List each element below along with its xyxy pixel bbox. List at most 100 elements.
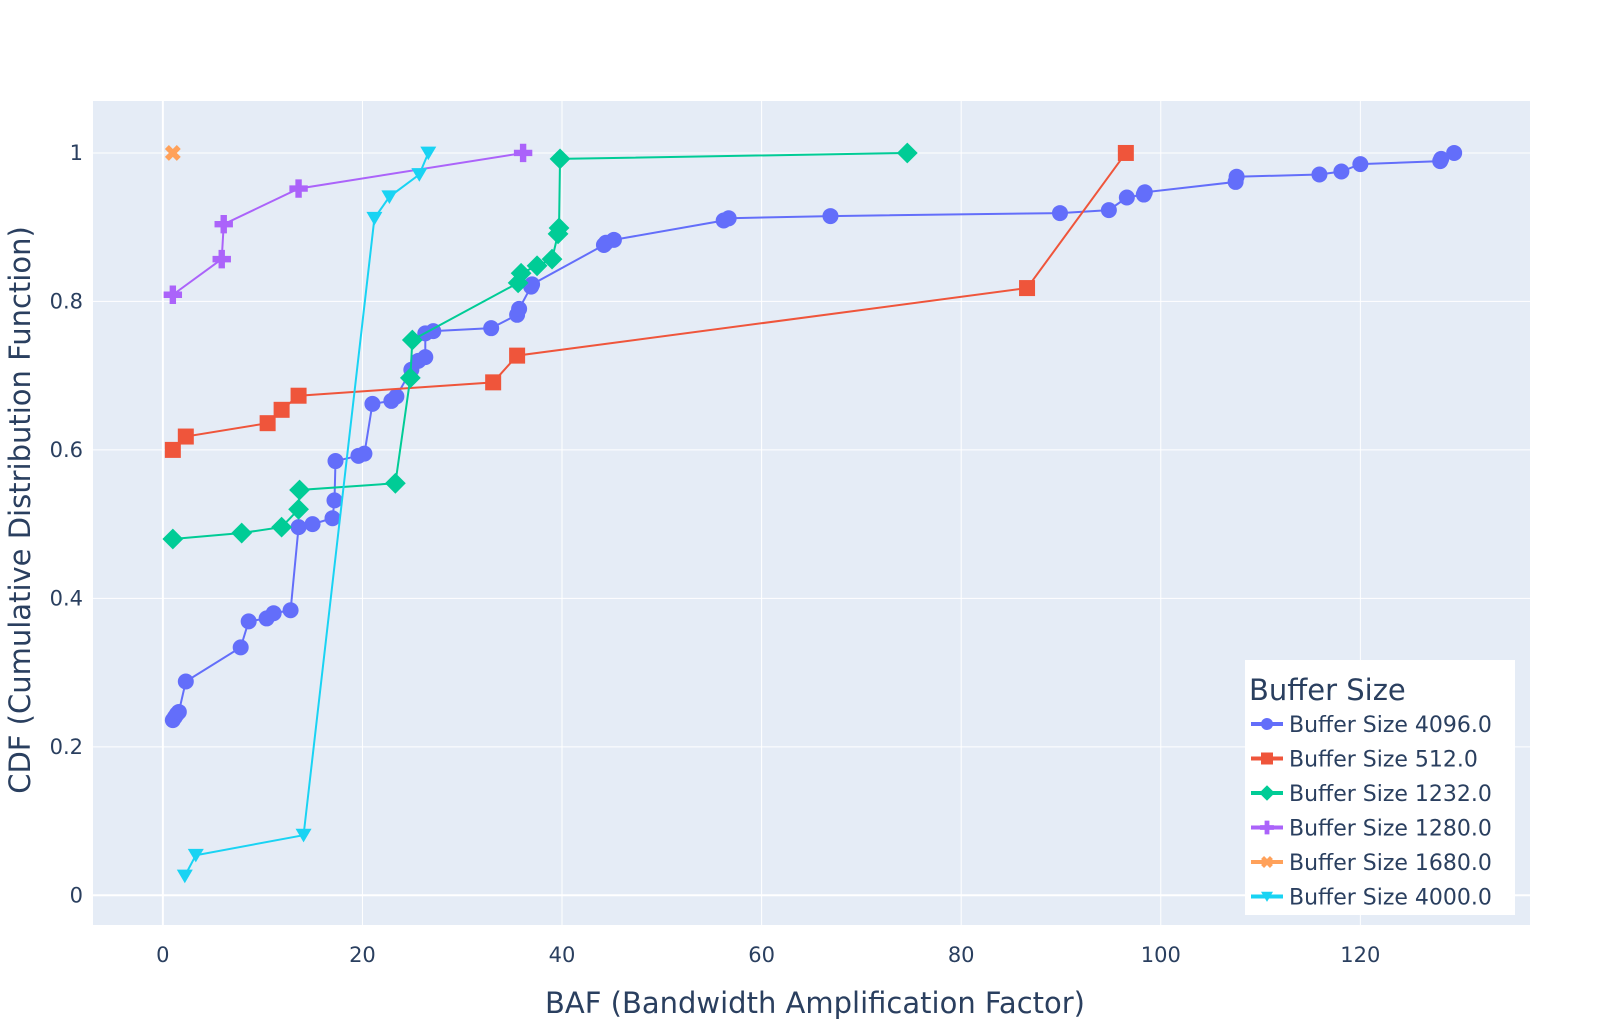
- data-point: [411, 168, 428, 182]
- data-point: [388, 388, 405, 405]
- data-point: [177, 673, 194, 690]
- data-point: [1433, 150, 1450, 167]
- data-point: [483, 320, 500, 337]
- data-point: [231, 522, 253, 544]
- legend-items: Buffer Size 4096.0 Buffer Size 512.0 Buffe…: [1251, 713, 1492, 911]
- data-point: [1261, 718, 1273, 730]
- data-point: [265, 605, 282, 622]
- legend-item[interactable]: Buffer Size 1232.0: [1251, 782, 1492, 807]
- data-point: [401, 329, 423, 351]
- x-tick-label: 60: [748, 943, 775, 967]
- data-point: [162, 528, 184, 550]
- data-point: [1446, 144, 1463, 161]
- y-axis-title: CDF (Cumulative Distribution Function): [3, 226, 37, 794]
- data-point: [304, 516, 321, 533]
- data-point: [384, 472, 406, 494]
- data-point: [549, 148, 571, 170]
- legend-box: [1245, 660, 1515, 915]
- y-tick-label: 0.2: [50, 735, 83, 759]
- data-point: [295, 828, 312, 843]
- axis-ticks: 0 20 40 60 80 100 120 0 0.2 0.4 0.6 0.8 1: [50, 141, 1381, 967]
- data-point: [1261, 752, 1273, 765]
- data-point: [1228, 168, 1245, 185]
- series-3: [163, 143, 533, 304]
- data-point: [259, 415, 276, 432]
- legend-item[interactable]: Buffer Size 1680.0: [1251, 851, 1492, 876]
- data-point: [289, 479, 310, 501]
- data-point: [541, 248, 563, 270]
- data-point: [282, 602, 299, 619]
- series-layer: [162, 142, 1463, 884]
- data-point: [1136, 184, 1153, 201]
- legend-label: Buffer Size 4000.0: [1289, 886, 1492, 911]
- data-point: [605, 231, 622, 248]
- data-point: [509, 347, 526, 364]
- data-point: [1259, 785, 1275, 801]
- data-point: [240, 613, 257, 630]
- legend-label: Buffer Size 1232.0: [1289, 782, 1492, 807]
- data-point: [212, 249, 231, 269]
- legend-item[interactable]: Buffer Size 512.0: [1251, 748, 1478, 773]
- series-4: [164, 145, 181, 161]
- data-point: [177, 428, 194, 445]
- data-point: [170, 703, 187, 720]
- y-tick-label: 0.6: [50, 438, 83, 462]
- data-point: [364, 395, 381, 412]
- legend-label: Buffer Size 4096.0: [1289, 713, 1492, 738]
- legend-item[interactable]: Buffer Size 1280.0: [1251, 817, 1492, 842]
- data-point: [1019, 280, 1036, 297]
- series-5: [176, 146, 437, 884]
- series-2: [162, 142, 918, 550]
- data-point: [513, 143, 533, 163]
- data-point: [289, 179, 308, 198]
- data-point: [1261, 891, 1273, 902]
- data-point: [232, 639, 249, 656]
- legend-item[interactable]: Buffer Size 4000.0: [1251, 886, 1492, 911]
- data-point: [1100, 202, 1117, 219]
- data-point: [896, 142, 918, 164]
- data-point: [187, 848, 204, 863]
- data-point: [399, 367, 421, 389]
- y-tick-label: 0.4: [50, 586, 83, 610]
- data-point: [381, 190, 398, 204]
- data-point: [511, 300, 528, 317]
- data-point: [524, 276, 541, 293]
- data-point: [176, 869, 193, 884]
- x-tick-label: 40: [549, 943, 576, 967]
- data-point: [327, 453, 344, 470]
- data-point: [290, 519, 307, 536]
- data-point: [1261, 856, 1273, 868]
- data-point: [326, 492, 343, 509]
- data-point: [548, 217, 570, 239]
- y-tick-label: 0: [70, 883, 83, 907]
- data-point: [164, 145, 181, 161]
- data-point: [164, 441, 181, 458]
- data-point: [1333, 163, 1350, 180]
- x-tick-label: 0: [156, 943, 169, 967]
- legend-item[interactable]: Buffer Size 4096.0: [1251, 713, 1492, 738]
- series-0: [164, 144, 1463, 729]
- data-point: [420, 146, 437, 161]
- data-point: [271, 516, 293, 538]
- data-point: [288, 498, 309, 520]
- data-point: [1260, 820, 1274, 835]
- x-tick-label: 120: [1340, 943, 1380, 967]
- x-tick-label: 80: [948, 943, 975, 967]
- data-point: [1118, 189, 1135, 206]
- x-axis-title: BAF (Bandwidth Amplification Factor): [545, 986, 1085, 1020]
- legend-label: Buffer Size 1680.0: [1289, 851, 1492, 876]
- y-tick-label: 1: [70, 141, 83, 165]
- data-point: [485, 374, 502, 391]
- data-point: [290, 387, 307, 404]
- data-point: [324, 510, 341, 527]
- data-point: [214, 215, 233, 234]
- data-point: [273, 401, 290, 418]
- x-tick-label: 20: [349, 943, 376, 967]
- data-point: [526, 255, 548, 277]
- legend-label: Buffer Size 512.0: [1289, 748, 1478, 773]
- legend-title: Buffer Size: [1249, 673, 1406, 707]
- data-point: [163, 285, 183, 304]
- data-point: [822, 208, 839, 225]
